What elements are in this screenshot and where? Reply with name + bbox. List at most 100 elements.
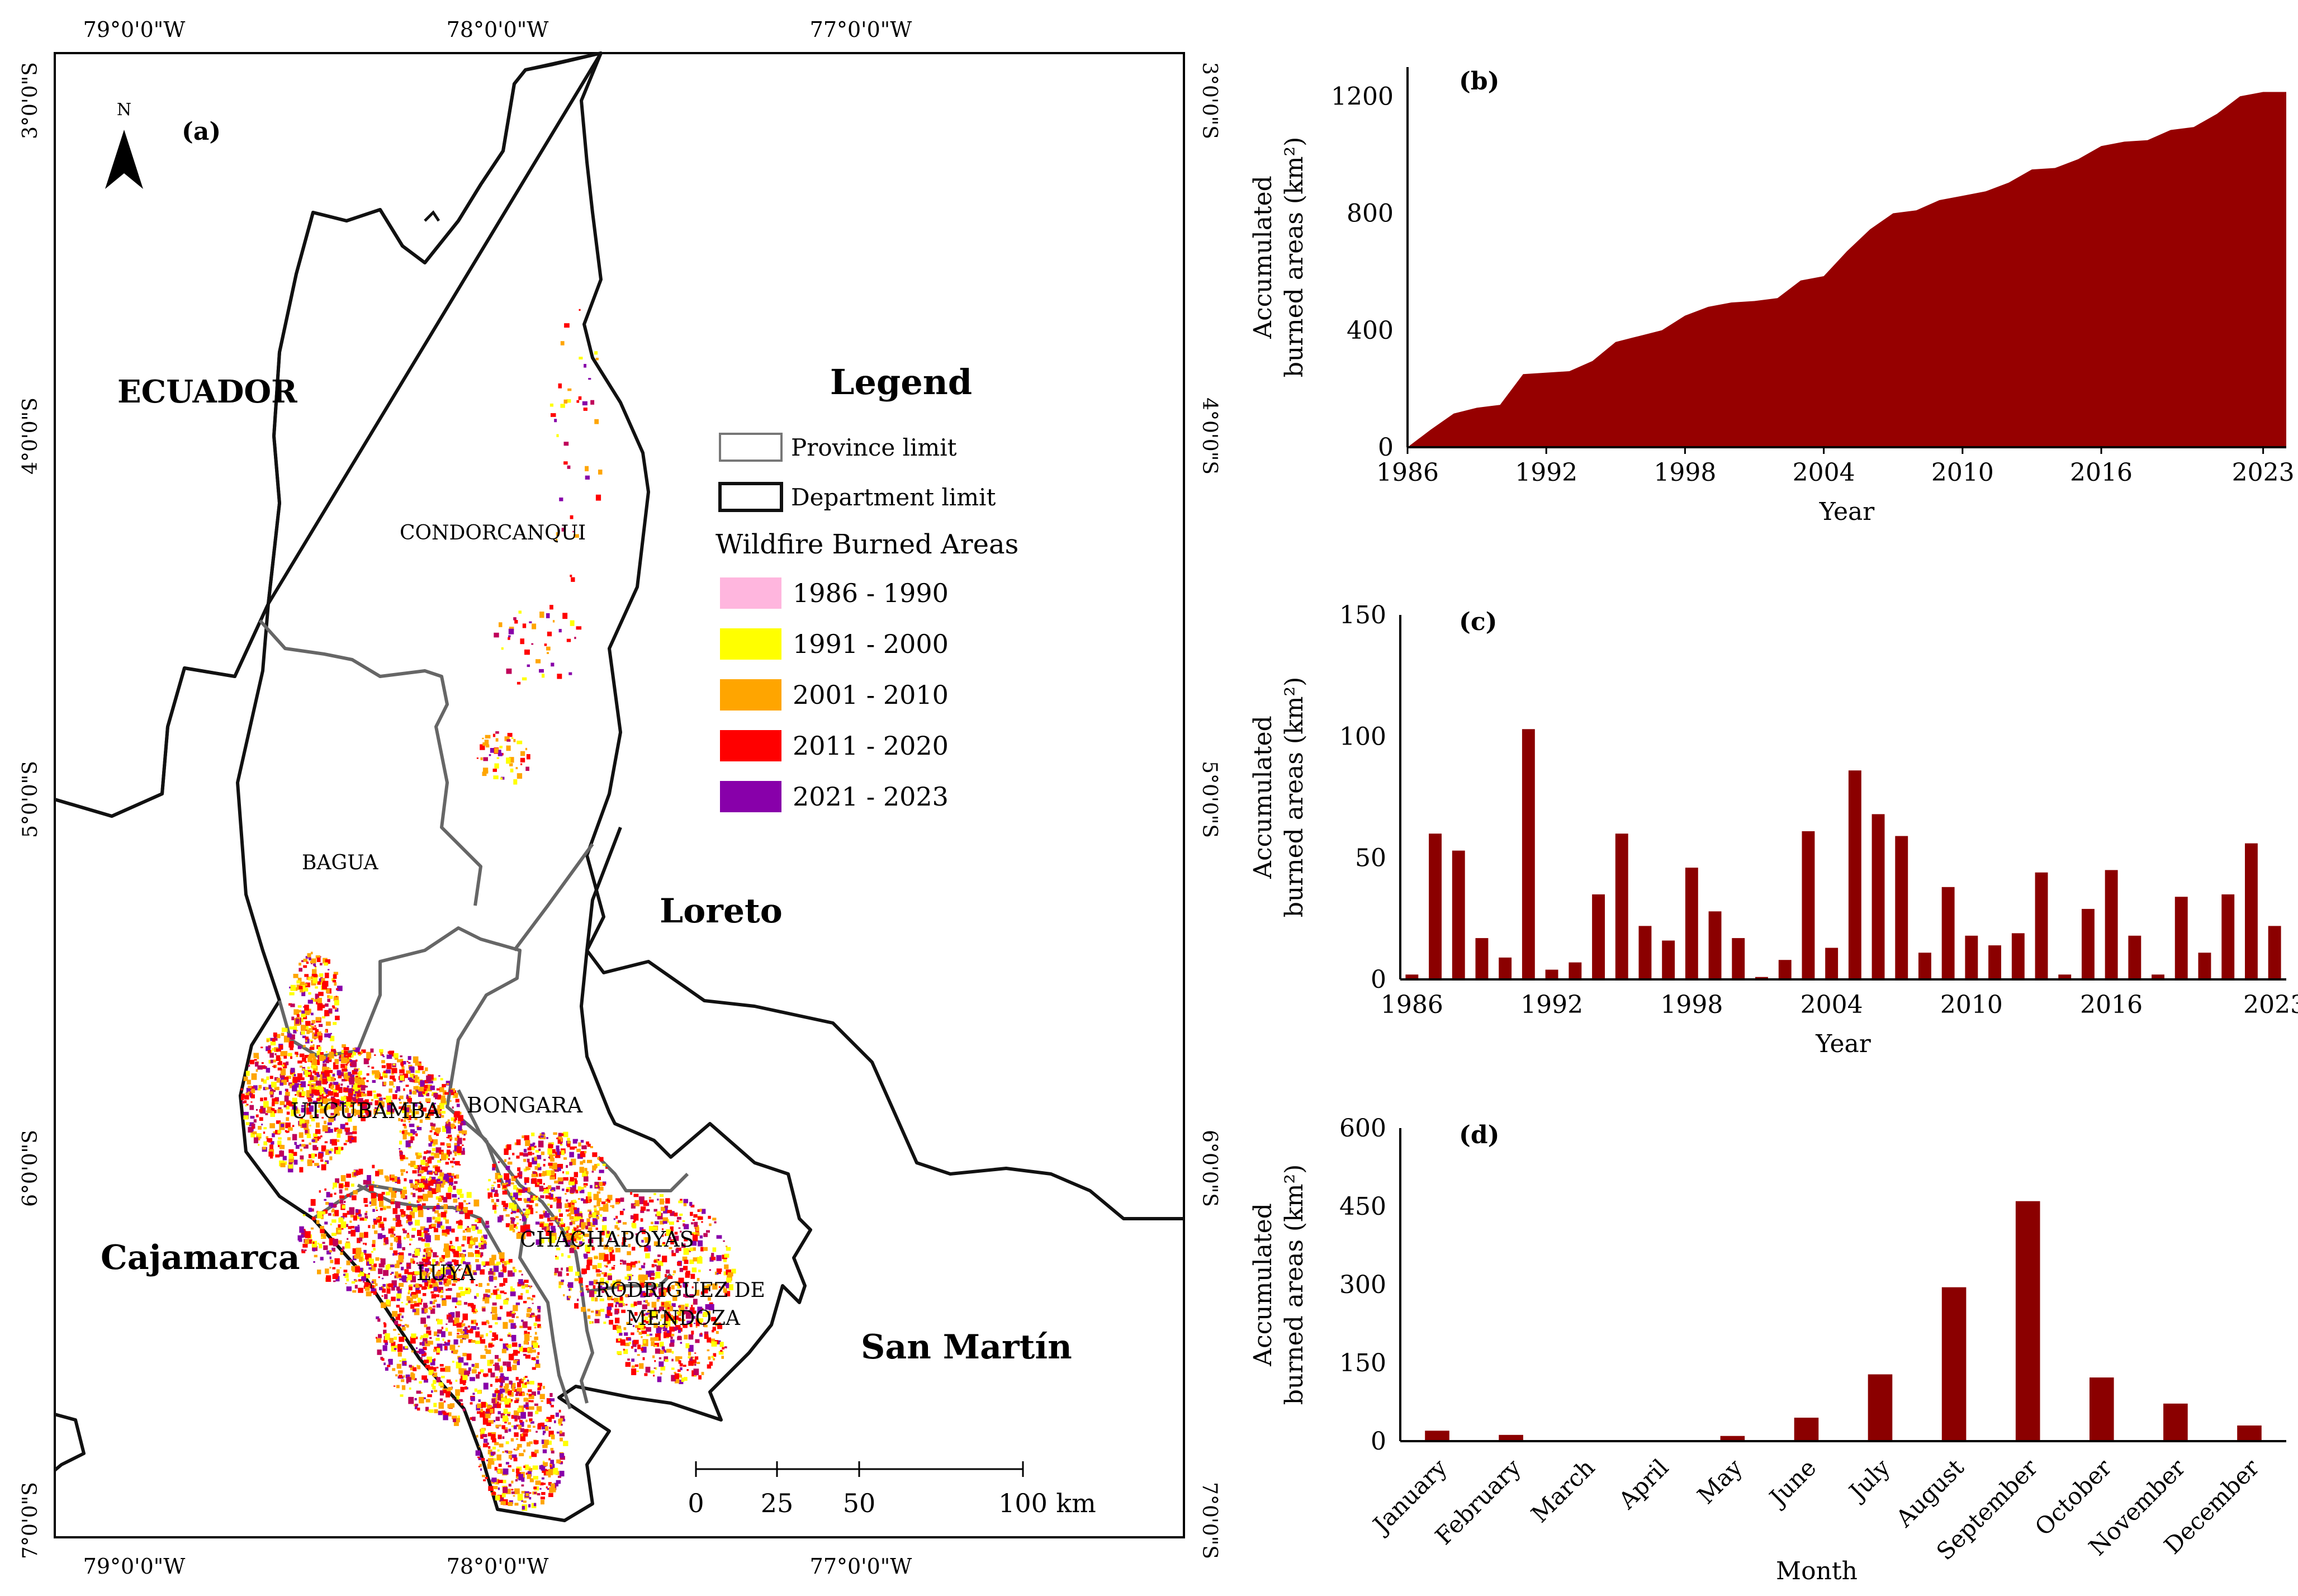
burn-patch bbox=[638, 1332, 642, 1335]
burn-patch bbox=[299, 1065, 302, 1068]
burn-patch bbox=[393, 1053, 399, 1058]
burn-patch bbox=[300, 1158, 304, 1162]
burn-patch bbox=[441, 1152, 443, 1154]
burn-patch bbox=[280, 1150, 282, 1153]
burn-patch bbox=[300, 988, 305, 993]
burn-patch bbox=[630, 1192, 632, 1195]
burn-patch bbox=[485, 1349, 491, 1354]
burn-patch bbox=[546, 646, 551, 651]
burn-patch bbox=[599, 1280, 604, 1285]
burn-patch bbox=[433, 1358, 436, 1361]
burn-patch bbox=[356, 1076, 358, 1078]
burn-patch bbox=[372, 1240, 376, 1244]
burn-patch bbox=[251, 1088, 255, 1093]
burn-patch bbox=[407, 1233, 409, 1235]
burn-patch bbox=[365, 1086, 368, 1088]
legend-title: Legend bbox=[830, 362, 972, 402]
burn-patch bbox=[449, 1185, 452, 1188]
burn-patch bbox=[518, 1474, 523, 1481]
burn-patch bbox=[349, 1140, 352, 1144]
burn-patch bbox=[537, 1314, 541, 1319]
burn-patch bbox=[441, 1205, 443, 1207]
burn-patch bbox=[339, 1195, 345, 1199]
burn-patch bbox=[527, 664, 530, 667]
burn-patch bbox=[711, 1257, 716, 1261]
burn-patch bbox=[509, 1202, 514, 1209]
burn-patch bbox=[462, 1276, 465, 1279]
burn-patch bbox=[375, 1206, 378, 1209]
burn-patch bbox=[546, 1230, 551, 1236]
burn-patch bbox=[359, 1114, 363, 1118]
burn-patch bbox=[482, 1308, 486, 1312]
burn-patch bbox=[523, 1450, 525, 1452]
burn-patch bbox=[433, 1305, 436, 1308]
burn-patch bbox=[497, 1404, 501, 1408]
burn-patch bbox=[528, 1232, 530, 1234]
burn-patch bbox=[462, 1144, 464, 1146]
burn-patch bbox=[244, 1095, 249, 1100]
burn-patch bbox=[349, 1220, 352, 1223]
burn-patch bbox=[366, 1080, 369, 1082]
burn-patch bbox=[397, 1220, 401, 1226]
burn-patch bbox=[392, 1063, 396, 1065]
burn-patch bbox=[402, 1230, 407, 1234]
burn-patch bbox=[506, 739, 511, 742]
burn-patch bbox=[690, 1211, 693, 1216]
burn-patch bbox=[640, 1282, 645, 1288]
burn-patch bbox=[379, 1200, 384, 1207]
burn-patch bbox=[593, 1218, 598, 1225]
burn-patch bbox=[383, 1097, 386, 1100]
burn-patch bbox=[445, 1162, 449, 1165]
burn-patch bbox=[368, 1273, 370, 1275]
burn-patch bbox=[594, 351, 598, 355]
burn-patch bbox=[274, 1053, 277, 1055]
burn-patch bbox=[538, 1309, 541, 1313]
y-tick-label: 150 bbox=[1339, 1349, 1386, 1377]
burn-patch bbox=[387, 1365, 391, 1367]
bar-month-august bbox=[1941, 1287, 1967, 1441]
burn-patch bbox=[367, 1261, 371, 1266]
burn-patch bbox=[306, 1107, 312, 1115]
burn-patch bbox=[539, 612, 544, 618]
burn-patch bbox=[551, 1434, 555, 1439]
burn-patch bbox=[410, 1129, 415, 1134]
burn-patch bbox=[542, 1462, 548, 1466]
burn-patch bbox=[304, 1239, 310, 1244]
burn-patch bbox=[484, 1294, 488, 1296]
burn-patch bbox=[662, 1242, 666, 1244]
burn-patch bbox=[703, 1323, 707, 1327]
burn-patch bbox=[560, 1222, 564, 1225]
burn-patch bbox=[708, 1297, 711, 1301]
burn-patch bbox=[593, 1194, 599, 1200]
burn-patch bbox=[517, 1223, 519, 1225]
burn-patch bbox=[503, 1203, 509, 1207]
burn-patch bbox=[403, 1375, 405, 1378]
burn-patch bbox=[396, 1363, 401, 1369]
burn-patch bbox=[471, 1369, 477, 1374]
burn-patch bbox=[402, 1129, 408, 1135]
burn-patch bbox=[506, 1451, 509, 1453]
burn-patch bbox=[277, 1130, 281, 1134]
burn-patch bbox=[712, 1247, 717, 1252]
burn-patch bbox=[405, 1278, 408, 1282]
burn-patch bbox=[463, 1329, 468, 1336]
burn-patch bbox=[500, 1373, 504, 1377]
burn-patch bbox=[392, 1218, 396, 1221]
burn-patch bbox=[258, 1084, 262, 1089]
burn-patch bbox=[418, 1237, 423, 1241]
burn-patch bbox=[388, 1228, 394, 1234]
burn-patch bbox=[511, 1219, 515, 1224]
x-tick-label: 2023 bbox=[2243, 991, 2298, 1019]
burn-patch bbox=[532, 1178, 537, 1184]
burn-patch bbox=[497, 1449, 500, 1452]
burn-patch bbox=[557, 1237, 560, 1239]
burn-patch bbox=[497, 1175, 503, 1178]
burn-patch bbox=[550, 1187, 556, 1191]
burn-patch bbox=[640, 1218, 643, 1222]
burn-patch bbox=[462, 1138, 466, 1141]
burn-patch bbox=[284, 1161, 287, 1165]
legend-swatch-2021 bbox=[720, 781, 781, 812]
burn-patch bbox=[491, 1199, 494, 1202]
burn-patch bbox=[473, 1272, 477, 1275]
burn-patch bbox=[315, 1114, 319, 1119]
